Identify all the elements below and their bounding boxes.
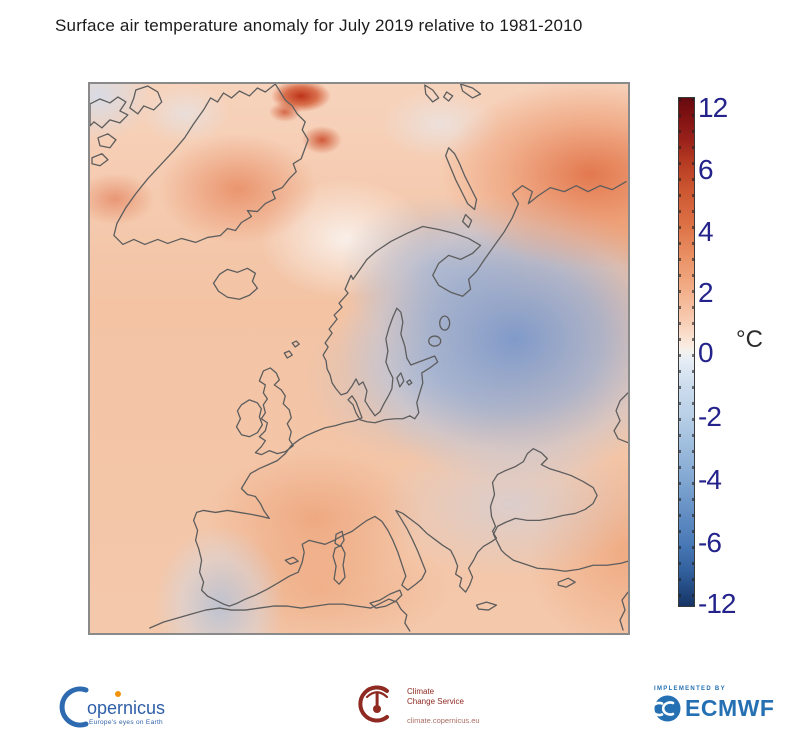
coastlines-overlay	[90, 84, 628, 632]
colorbar-tick-2: 2	[698, 277, 714, 308]
colorbar	[678, 97, 695, 607]
coastline-mediterranean-islands	[284, 530, 576, 611]
colorbar-tick-0: 0	[698, 337, 714, 368]
coastline-north-africa	[149, 598, 411, 632]
copernicus-satellite-dot-icon	[115, 691, 121, 697]
colorbar-tick-4: 4	[698, 216, 714, 247]
colorbar-tick-neg4: -4	[698, 464, 722, 495]
c3s-url: climate.copernicus.eu	[407, 716, 480, 725]
copernicus-logo: opernicus Europe's eyes on Earth	[52, 681, 170, 736]
colorbar-tick-neg2: -2	[698, 401, 722, 432]
c3s-name-line1: Climate	[407, 687, 435, 696]
figure-title: Surface air temperature anomaly for July…	[55, 16, 583, 35]
copernicus-crescent-icon	[59, 686, 89, 728]
ecmwf-roundel-icon	[654, 695, 681, 722]
coastline-levant	[619, 591, 628, 631]
c3s-thermometer-icon	[358, 685, 389, 723]
coastline-great-britain	[254, 367, 294, 456]
colorbar-tick-12: 12	[698, 92, 728, 123]
coastline-greenland	[113, 84, 309, 246]
anomaly-map	[88, 82, 630, 635]
colorbar-unit-label: °C	[736, 326, 763, 353]
c3s-name-line2: Change Service	[407, 697, 464, 706]
coastline-europe-main	[192, 250, 628, 607]
coastline-novaya-zemlya	[445, 147, 478, 229]
coastline-svalbard	[424, 84, 482, 103]
coastline-iceland	[212, 267, 259, 300]
ecmwf-implemented-by: IMPLEMENTED BY	[654, 686, 726, 692]
colorbar-tick-neg12: -12	[698, 588, 736, 619]
ecmwf-wordmark: ECMWF	[685, 695, 775, 721]
copernicus-wordmark: opernicus	[87, 698, 165, 718]
temperature-anomaly-field	[90, 84, 628, 633]
colorbar-tick-neg6: -6	[698, 527, 722, 558]
coastline-canadian-arctic-islands	[90, 85, 163, 167]
ecmwf-logo: IMPLEMENTED BY ECMWF	[654, 686, 774, 722]
coastline-ireland	[235, 399, 264, 438]
coastline-caspian-edge	[613, 392, 628, 444]
coastline-small-islands-and-lakes	[283, 315, 451, 388]
coastline-russia-north	[375, 181, 627, 297]
climate-change-service-logo: Climate Change Service climate.copernicu…	[356, 679, 480, 729]
colorbar-tick-6: 6	[698, 154, 714, 185]
copernicus-tagline: Europe's eyes on Earth	[89, 719, 163, 726]
